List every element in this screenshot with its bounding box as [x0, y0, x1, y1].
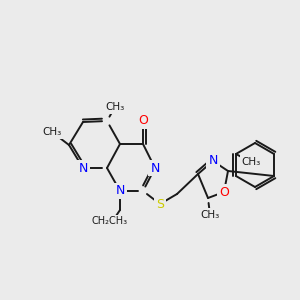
Text: N: N [208, 154, 218, 167]
Text: N: N [78, 161, 88, 175]
Text: CH₃: CH₃ [105, 102, 124, 112]
Text: N: N [115, 184, 125, 197]
Text: O: O [219, 185, 229, 199]
Text: N: N [150, 161, 160, 175]
Text: CH₂CH₃: CH₂CH₃ [92, 216, 128, 226]
Text: CH₃: CH₃ [42, 127, 62, 137]
Text: O: O [138, 115, 148, 128]
Text: CH₃: CH₃ [200, 210, 220, 220]
Text: CH₃: CH₃ [241, 157, 261, 167]
Text: S: S [156, 197, 164, 211]
